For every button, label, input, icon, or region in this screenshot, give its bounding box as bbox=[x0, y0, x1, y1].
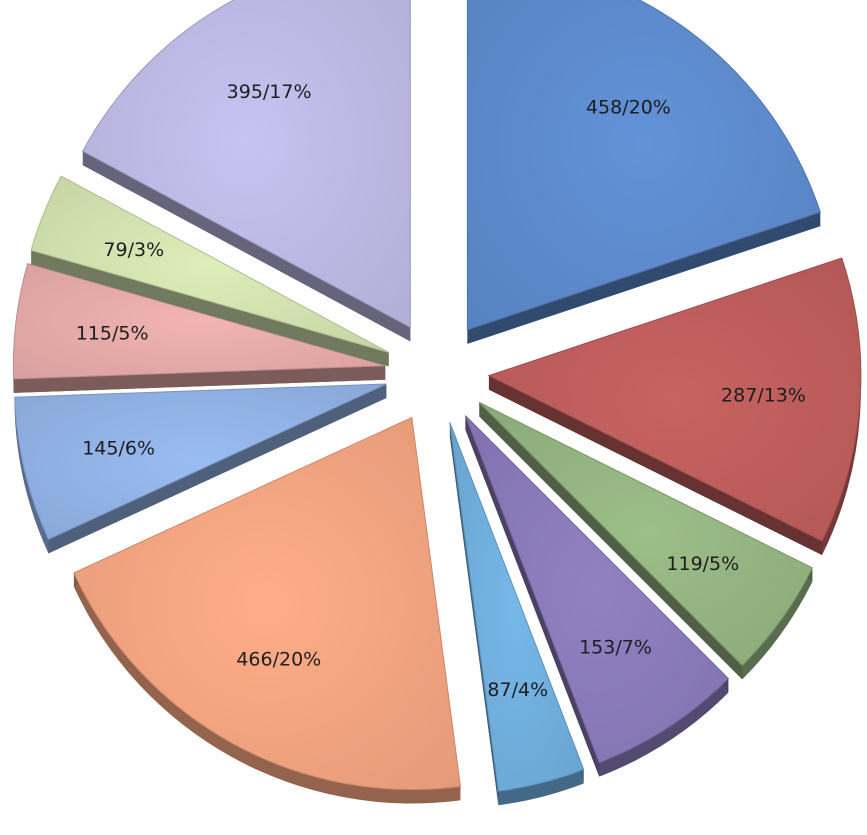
pie-slice-top bbox=[82, 0, 411, 329]
pie-slice-4 bbox=[464, 415, 730, 777]
pie-slice-top bbox=[464, 415, 730, 764]
pie-slice-6 bbox=[73, 416, 461, 804]
label-layer: 458/20% 287/13% 119/5% 153/7% 87/4% 466/20% 14… bbox=[76, 81, 806, 701]
data-label-2: 287/13% bbox=[721, 385, 806, 407]
pie-slice-top bbox=[478, 401, 814, 667]
pie-slice-5 bbox=[449, 422, 585, 806]
data-label-6: 466/20% bbox=[236, 649, 321, 671]
pie-slice-wall bbox=[467, 0, 821, 344]
pie-slice-7 bbox=[14, 383, 387, 554]
pie-slice-top bbox=[487, 257, 862, 542]
pie-slice-wall bbox=[31, 176, 389, 367]
data-label-8: 115/5% bbox=[76, 322, 149, 344]
pie-slice-8 bbox=[12, 262, 386, 393]
data-label-3: 119/5% bbox=[666, 553, 739, 575]
pie-slice-top bbox=[12, 262, 386, 380]
pie-slice-1 bbox=[466, 0, 821, 344]
pie-slice-10 bbox=[82, 0, 411, 342]
pie-slice-top bbox=[466, 0, 821, 331]
pie-slice-top bbox=[30, 175, 390, 353]
slice-layer bbox=[12, 0, 862, 806]
pie-slice-9 bbox=[30, 175, 390, 367]
pie-slice-3 bbox=[478, 401, 814, 680]
data-label-10: 395/17% bbox=[227, 81, 312, 103]
data-label-9: 79/3% bbox=[103, 239, 164, 261]
pie-slice-top bbox=[449, 422, 585, 792]
data-label-1: 458/20% bbox=[586, 97, 671, 119]
pie-slice-top bbox=[73, 416, 461, 791]
data-label-7: 145/6% bbox=[82, 438, 155, 460]
data-label-5: 87/4% bbox=[487, 679, 548, 701]
data-label-4: 153/7% bbox=[579, 636, 652, 658]
pie-slice-top bbox=[14, 383, 387, 541]
pie-slice-2 bbox=[487, 257, 862, 556]
